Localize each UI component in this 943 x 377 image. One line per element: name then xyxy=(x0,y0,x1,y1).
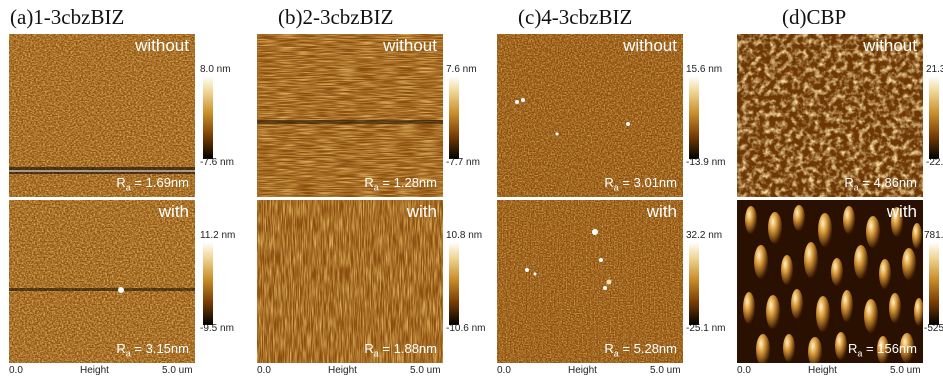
afm-image-without: without Ra = 3.01nm xyxy=(497,34,683,197)
color-scale-bar xyxy=(449,76,459,159)
scale-max-label: 10.8 nm xyxy=(446,230,483,241)
condition-label: without xyxy=(383,36,437,55)
afm-image-with: with Ra = 3.15nm xyxy=(9,200,195,363)
scale-max-label: 32.2 nm xyxy=(686,230,723,241)
color-scale-bar xyxy=(449,242,459,325)
roughness-label: Ra = 3.15nm xyxy=(116,341,189,359)
panel-title: (d)CBP xyxy=(782,5,847,29)
roughness-label: Ra = 5.28nm xyxy=(604,341,677,359)
afm-image-with: with Ra = 5.28nm xyxy=(497,200,683,363)
panel-title: (c)4-3cbzBIZ xyxy=(518,5,633,29)
panel-b: (b)2-3cbzBIZ without Ra = 1.28nm with Ra… xyxy=(248,0,486,377)
color-scale-bar xyxy=(689,242,699,325)
color-scale-bar xyxy=(929,76,939,159)
roughness-label: Ra = 156nm xyxy=(848,341,917,359)
color-scale-bar xyxy=(689,76,699,159)
scale-min-label: -13.9 nm xyxy=(686,157,726,168)
scale-min-label: -9.5 nm xyxy=(200,323,234,334)
scale-max-label: 8.0 nm xyxy=(200,64,231,75)
axis-title-label: Height xyxy=(808,365,837,376)
axis-end-label: 5.0 um xyxy=(410,365,441,376)
condition-label: with xyxy=(646,202,677,221)
condition-label: with xyxy=(158,202,189,221)
scale-max-label: 11.2 nm xyxy=(200,230,236,241)
panel-a: (a)1-3cbzBIZ without Ra = 1.69nm with Ra… xyxy=(0,0,235,377)
panel-title: (a)1-3cbzBIZ xyxy=(10,5,125,29)
scale-min-label: -525.1 nm xyxy=(924,323,943,334)
afm-image-without: without Ra = 4.86nm xyxy=(737,34,923,197)
afm-image-with: with Ra = 1.88nm xyxy=(257,200,443,363)
axis-start-label: 0.0 xyxy=(257,365,271,376)
afm-image-with: with Ra = 156nm xyxy=(737,200,923,363)
scale-max-label: 7.6 nm xyxy=(446,64,477,75)
afm-image-without: without Ra = 1.28nm xyxy=(257,34,443,197)
scale-min-label: -25.1 nm xyxy=(686,323,726,334)
scale-min-label: -7.7 nm xyxy=(446,157,480,168)
axis-end-label: 5.0 um xyxy=(890,365,921,376)
color-scale-bar xyxy=(203,76,213,159)
axis-start-label: 0.0 xyxy=(497,365,511,376)
scale-min-label: -7.6 nm xyxy=(200,157,234,168)
axis-start-label: 0.0 xyxy=(737,365,751,376)
condition-label: with xyxy=(886,202,917,221)
afm-image-without: without Ra = 1.69nm xyxy=(9,34,195,197)
axis-title-label: Height xyxy=(328,365,357,376)
condition-label: without xyxy=(623,36,677,55)
roughness-label: Ra = 3.01nm xyxy=(604,175,677,193)
color-scale-bar xyxy=(929,242,939,325)
scale-max-label: 21.3 nm xyxy=(926,64,943,75)
scale-max-label: 15.6 nm xyxy=(686,64,723,75)
condition-label: without xyxy=(135,36,189,55)
roughness-label: Ra = 1.69nm xyxy=(116,175,189,193)
panel-title: (b)2-3cbzBIZ xyxy=(278,5,394,29)
color-scale-bar xyxy=(203,242,213,325)
scale-max-label: 781.6 nm xyxy=(924,230,943,241)
axis-end-label: 5.0 um xyxy=(162,365,193,376)
roughness-label: Ra = 1.28nm xyxy=(364,175,437,193)
panel-c: (c)4-3cbzBIZ without Ra = 3.01nm with Ra… xyxy=(488,0,726,377)
axis-title-label: Height xyxy=(568,365,597,376)
scale-min-label: -22.8 nm xyxy=(926,157,943,168)
scale-min-label: -10.6 nm xyxy=(446,323,486,334)
condition-label: without xyxy=(863,36,917,55)
condition-label: with xyxy=(406,202,437,221)
axis-title-label: Height xyxy=(80,365,109,376)
axis-start-label: 0.0 xyxy=(9,365,23,376)
roughness-label: Ra = 4.86nm xyxy=(844,175,917,193)
axis-end-label: 5.0 um xyxy=(650,365,681,376)
roughness-label: Ra = 1.88nm xyxy=(364,341,437,359)
panel-d: (d)CBP without Ra = 4.86nm xyxy=(728,0,943,377)
